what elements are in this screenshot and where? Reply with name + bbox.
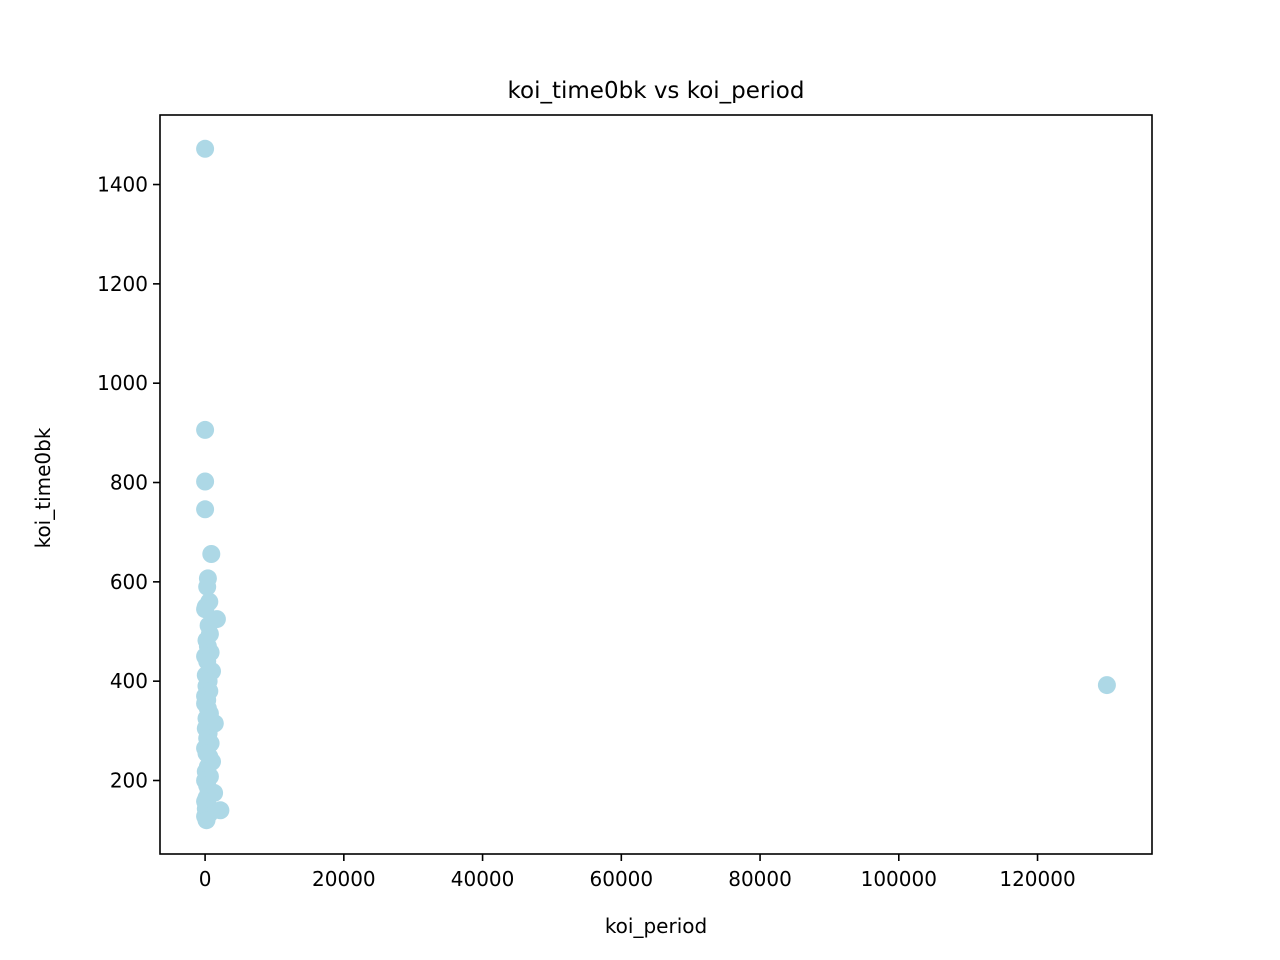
data-point [198,577,217,596]
y-tick-label: 800 [110,471,148,495]
data-point [196,472,215,491]
y-tick-label: 200 [110,768,148,792]
x-tick-label: 20000 [312,867,376,891]
x-tick-label: 120000 [999,867,1075,891]
x-tick-label: 60000 [590,867,654,891]
y-tick-label: 1400 [97,173,148,197]
plot-frame [159,114,1153,855]
x-axis-ticks: 0 20000 40000 60000 80000 100000 120000 [199,854,1076,891]
x-tick-label: 100000 [861,867,937,891]
y-axis-label: koi_time0bk [31,427,55,548]
data-point [196,600,215,619]
y-tick-label: 1000 [97,371,148,395]
data-point [196,139,215,158]
chart-title: koi_time0bk vs koi_period [508,78,805,104]
x-tick-label: 80000 [728,867,792,891]
data-point [1097,676,1116,695]
y-tick-label: 1200 [97,272,148,296]
y-tick-label: 400 [110,669,148,693]
points-layer [196,139,1116,830]
data-point [196,420,215,439]
x-axis-label: koi_period [605,914,707,938]
x-tick-label: 0 [199,867,212,891]
data-point [202,545,221,563]
y-tick-label: 600 [110,570,148,594]
y-axis-ticks: 200 400 600 800 1000 1200 1400 [97,173,160,792]
data-point [197,811,216,830]
data-point [196,500,215,519]
x-tick-label: 40000 [451,867,515,891]
